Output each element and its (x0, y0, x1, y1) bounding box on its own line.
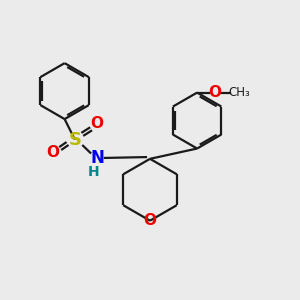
Text: O: O (91, 116, 103, 131)
Text: O: O (208, 85, 221, 100)
Text: S: S (68, 131, 81, 149)
Text: H: H (88, 165, 99, 179)
Text: CH₃: CH₃ (228, 86, 250, 99)
Text: O: O (143, 213, 157, 228)
Text: O: O (46, 145, 59, 160)
Text: N: N (90, 149, 104, 167)
